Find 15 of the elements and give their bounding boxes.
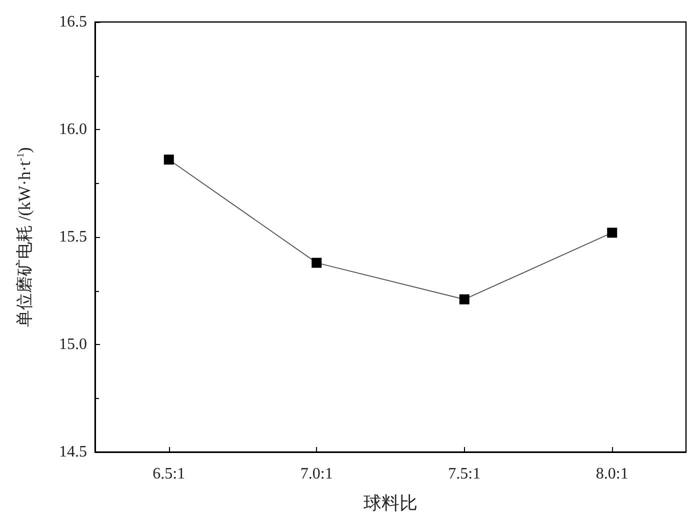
point [312,258,322,268]
point [607,228,618,238]
y-tick-label: 14.5 [59,444,87,460]
point [164,154,174,165]
x-tick-label: 8.0:1 [596,466,628,482]
y-tick-label: 16.5 [59,14,87,30]
point [459,294,470,304]
x-axis-title: 球料比 [364,493,418,513]
x-tick-label: 7.0:1 [300,466,333,482]
y-tick-label: 15.5 [59,228,87,246]
x-tick-label: 6.5:1 [152,466,186,482]
y-tick-label: 16.0 [59,121,87,138]
y-axis-title: 单位磨矿电耗 /(kW·h·t-1) [15,147,34,327]
y-tick-label: 15.0 [59,336,87,353]
x-tick-label: 7.5:1 [448,466,481,482]
